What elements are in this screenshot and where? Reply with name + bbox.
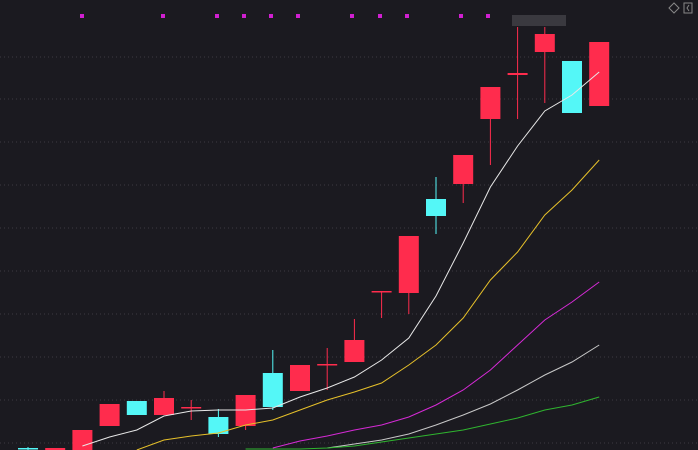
- candle-body: [371, 291, 392, 293]
- moving-average-line: [327, 344, 600, 449]
- candle-body: [398, 236, 419, 293]
- event-markers: [80, 14, 490, 18]
- candle-body: [154, 398, 174, 415]
- candle-body: [45, 448, 66, 450]
- candle-body: [290, 365, 310, 391]
- moving-average-line: [272, 281, 600, 449]
- tooltip-box: [512, 15, 566, 26]
- candle-body: [18, 448, 38, 450]
- candle-body: [344, 340, 365, 362]
- candle-body: [480, 87, 501, 119]
- candle-body: [507, 73, 528, 75]
- candle-body: [126, 401, 147, 415]
- candle-body: [534, 34, 555, 52]
- moving-average-line: [245, 396, 600, 450]
- candle-body: [181, 407, 202, 409]
- candle-body: [453, 155, 474, 184]
- candle-body: [562, 61, 582, 113]
- candle-body: [208, 417, 229, 434]
- candle-body: [426, 199, 446, 216]
- candle-body: [589, 42, 610, 106]
- candle-body: [262, 373, 283, 407]
- candle-body: [99, 404, 120, 426]
- candle-body: [72, 430, 93, 450]
- candle-body: [317, 364, 338, 366]
- moving-average-line: [82, 71, 600, 447]
- toolbar-icons[interactable]: [668, 2, 693, 14]
- moving-average-line: [136, 159, 600, 450]
